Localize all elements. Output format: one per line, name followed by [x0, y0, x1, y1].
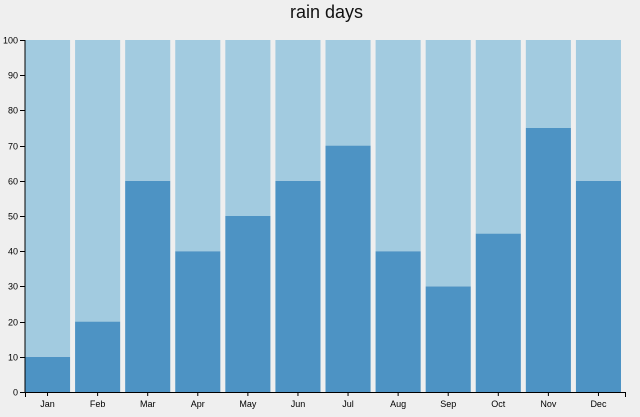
- y-tick-label: 60: [8, 177, 18, 187]
- x-tick-label: Aug: [390, 399, 406, 409]
- bar-sep-segment-1: [425, 286, 471, 392]
- bar-mar-segment-2: [125, 40, 171, 181]
- bar-nov-segment-2: [525, 40, 571, 128]
- bar-oct-segment-1: [475, 233, 521, 392]
- bar-may-segment-1: [225, 216, 271, 392]
- y-tick-label: 20: [8, 318, 18, 328]
- x-tick-label: May: [239, 399, 257, 409]
- bar-dec-segment-1: [575, 180, 621, 392]
- x-tick-label: Apr: [191, 399, 205, 409]
- bar-feb-segment-1: [75, 321, 121, 392]
- y-tick-label: 90: [8, 71, 18, 81]
- bar-jul-segment-2: [325, 40, 371, 146]
- x-tick-label: Jun: [291, 399, 306, 409]
- x-tick-label: Oct: [491, 399, 506, 409]
- bar-jul-segment-1: [325, 145, 371, 392]
- x-tick-label: Jul: [342, 399, 354, 409]
- x-tick-label: Nov: [540, 399, 557, 409]
- bar-apr-segment-2: [175, 40, 221, 252]
- y-tick-label: 0: [13, 388, 18, 398]
- chart-title: rain days: [289, 2, 364, 22]
- y-tick-label: 70: [8, 142, 18, 152]
- bar-jan-segment-2: [25, 40, 71, 357]
- bar-aug-segment-2: [375, 40, 421, 252]
- y-tick-label: 80: [8, 106, 18, 116]
- bar-jun-segment-1: [275, 180, 321, 392]
- y-tick-label: 50: [8, 212, 18, 222]
- bar-dec-segment-2: [575, 40, 621, 181]
- bar-feb-segment-2: [75, 40, 121, 322]
- bar-aug-segment-1: [375, 251, 421, 392]
- y-tick-label: 10: [8, 353, 18, 363]
- x-tick-label: Jan: [40, 399, 55, 409]
- y-tick-label: 30: [8, 282, 18, 292]
- x-tick-label: Mar: [140, 399, 156, 409]
- bar-nov-segment-1: [525, 128, 571, 392]
- bar-oct-segment-2: [475, 40, 521, 234]
- x-tick-label: Sep: [440, 399, 456, 409]
- bar-jun-segment-2: [275, 40, 321, 181]
- bar-may-segment-2: [225, 40, 271, 216]
- bar-sep-segment-2: [425, 40, 471, 287]
- y-tick-label: 100: [3, 36, 18, 46]
- x-axis: Jan Feb Mar Apr May Jun Jul Aug Sep Oct Nov Dec: [25, 392, 626, 409]
- x-tick-label: Feb: [90, 399, 106, 409]
- bar-mar-segment-1: [125, 180, 171, 392]
- x-tick-label: Dec: [590, 399, 607, 409]
- y-axis: 0 10 20 30 40 50 60 70 80 90 100: [3, 36, 26, 398]
- y-tick-label: 40: [8, 247, 18, 257]
- bar-apr-segment-1: [175, 251, 221, 392]
- bar-jan-segment-1: [25, 356, 71, 392]
- bars-group: [25, 40, 621, 392]
